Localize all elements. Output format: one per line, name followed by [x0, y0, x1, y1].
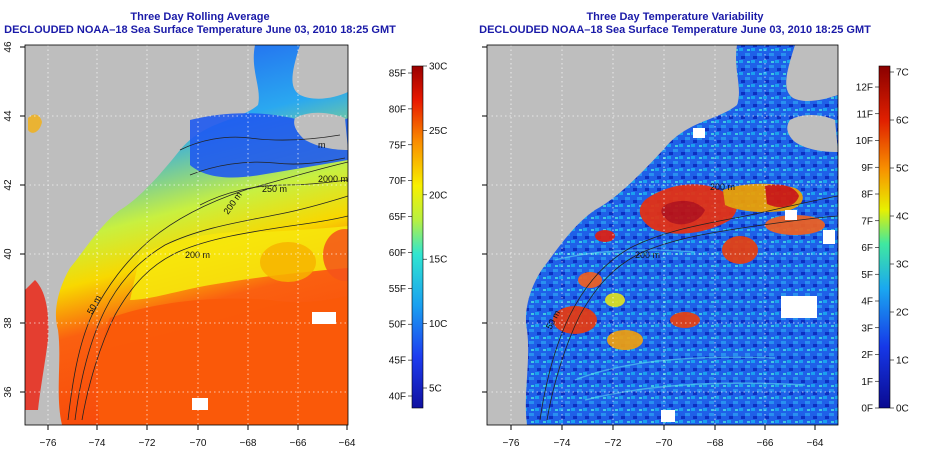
contour-label: m [318, 140, 326, 150]
panel-title: Three Day Temperature Variability [586, 11, 764, 23]
contour-label: 200 m [185, 250, 210, 260]
colorbar-label: 75F [389, 140, 406, 151]
colorbar-label: 3C [896, 260, 909, 271]
y-axis: 46 44 42 40 38 36 [475, 41, 487, 398]
x-tick-label: −76 [503, 438, 520, 449]
colorbar-label: 9F [861, 163, 873, 174]
y-tick-label: 38 [3, 317, 14, 329]
colorbar-label: 5F [861, 270, 873, 281]
colorbar-label: 60F [389, 248, 406, 259]
contour-label: 250 m [262, 184, 287, 194]
y-tick-label: 44 [475, 110, 476, 122]
colorbar-label: 85F [389, 69, 406, 80]
panel-title: Three Day Rolling Average [130, 11, 270, 23]
sst-average-map: 50 m 200 m 200 m 2000 m m 250 m −76 −74 … [3, 41, 447, 449]
x-tick-label: −66 [290, 438, 307, 449]
y-tick-label: 46 [3, 41, 14, 53]
colorbar-label: 15C [429, 255, 447, 266]
colorbar-label: 0F [861, 404, 873, 415]
colorbar-label: 10C [429, 319, 447, 330]
y-axis: 46 44 42 40 38 36 [3, 41, 25, 398]
x-tick-label: −76 [40, 438, 57, 449]
x-tick-label: −72 [605, 438, 622, 449]
panel-subtitle: DECLOUDED NOAA–18 Sea Surface Temperatur… [479, 24, 871, 36]
colorbar-label: 11F [857, 109, 874, 120]
contour-label: 2000 m [318, 174, 348, 184]
colorbar-label: 30C [429, 62, 447, 73]
colorbar-label: 65F [389, 212, 406, 223]
colorbar-label: 5C [896, 164, 909, 175]
colorbar-label: 50F [389, 320, 406, 331]
colorbar-label: 45F [389, 356, 406, 367]
colorbar-label: 8F [861, 190, 873, 201]
colorbar-label: 6F [861, 243, 873, 254]
x-axis: −76 −74 −72 −70 −68 −66 −64 [40, 425, 356, 449]
colorbar-label: 10F [856, 136, 873, 147]
colorbar-gradient [411, 65, 424, 409]
x-tick-label: −74 [554, 438, 571, 449]
x-tick-label: −64 [339, 438, 356, 449]
sst-variability-panel: Three Day Temperature Variability DECLOU… [475, 0, 950, 475]
y-tick-label: 40 [3, 248, 14, 260]
y-tick-label: 40 [475, 248, 476, 260]
colorbar-label: 4F [861, 297, 873, 308]
contour-label: 200 m [635, 250, 660, 260]
y-tick-label: 42 [3, 179, 14, 191]
colorbar-label: 20C [429, 190, 447, 201]
colorbar-label: 40F [389, 392, 406, 403]
colorbar-label: 6C [896, 116, 909, 127]
colorbar-label: 7F [861, 216, 873, 227]
sst-average-panel: Three Day Rolling Average DECLOUDED NOAA… [3, 11, 447, 449]
colorbar-label: 12F [856, 83, 873, 94]
colorbar-label: 70F [389, 176, 406, 187]
colorbar-label: 3F [861, 323, 873, 334]
colorbar-label: 0C [896, 404, 909, 415]
x-tick-label: −66 [757, 438, 774, 449]
colorbar-label: 4C [896, 212, 909, 223]
x-tick-label: −68 [707, 438, 724, 449]
colorbar-label: 1F [861, 377, 873, 388]
y-tick-label: 38 [475, 317, 476, 329]
x-tick-label: −70 [190, 438, 207, 449]
sst-variability-map: 200 m 200 m 50 m −76 −74 −72 −70 −68 −66… [475, 41, 909, 449]
colorbar-label: 25C [429, 126, 447, 137]
y-tick-label: 44 [3, 110, 14, 122]
x-tick-label: −64 [807, 438, 824, 449]
contour-label: 200 m [710, 182, 735, 192]
colorbar-label: 7C [896, 68, 909, 79]
x-tick-label: −68 [240, 438, 257, 449]
x-tick-label: −70 [656, 438, 673, 449]
x-axis: −76 −74 −72 −70 −68 −66 −64 [503, 425, 824, 449]
x-tick-label: −72 [139, 438, 156, 449]
y-tick-label: 36 [475, 386, 476, 398]
colorbar-label: 2F [861, 350, 873, 361]
colorbar-label: 1C [896, 356, 909, 367]
colorbar: 12F 11F 10F 9F 8F 7F 6F 5F 4F 3F 2F 1F 0F 7C 6C 5C 4C 3C… [856, 65, 909, 415]
y-tick-label: 42 [475, 179, 476, 191]
x-tick-label: −74 [89, 438, 106, 449]
colorbar-label: 5C [429, 384, 442, 395]
colorbar-label: 80F [389, 104, 406, 115]
colorbar-gradient [878, 65, 891, 409]
colorbar: 85F 80F 75F 70F 65F 60F 55F 50F 45F 40F 30C 25C 20C… [389, 62, 447, 409]
colorbar-label: 2C [896, 308, 909, 319]
panel-subtitle: DECLOUDED NOAA–18 Sea Surface Temperatur… [4, 24, 396, 36]
y-tick-label: 36 [3, 386, 14, 398]
y-tick-label: 46 [475, 41, 476, 53]
colorbar-label: 55F [389, 284, 406, 295]
